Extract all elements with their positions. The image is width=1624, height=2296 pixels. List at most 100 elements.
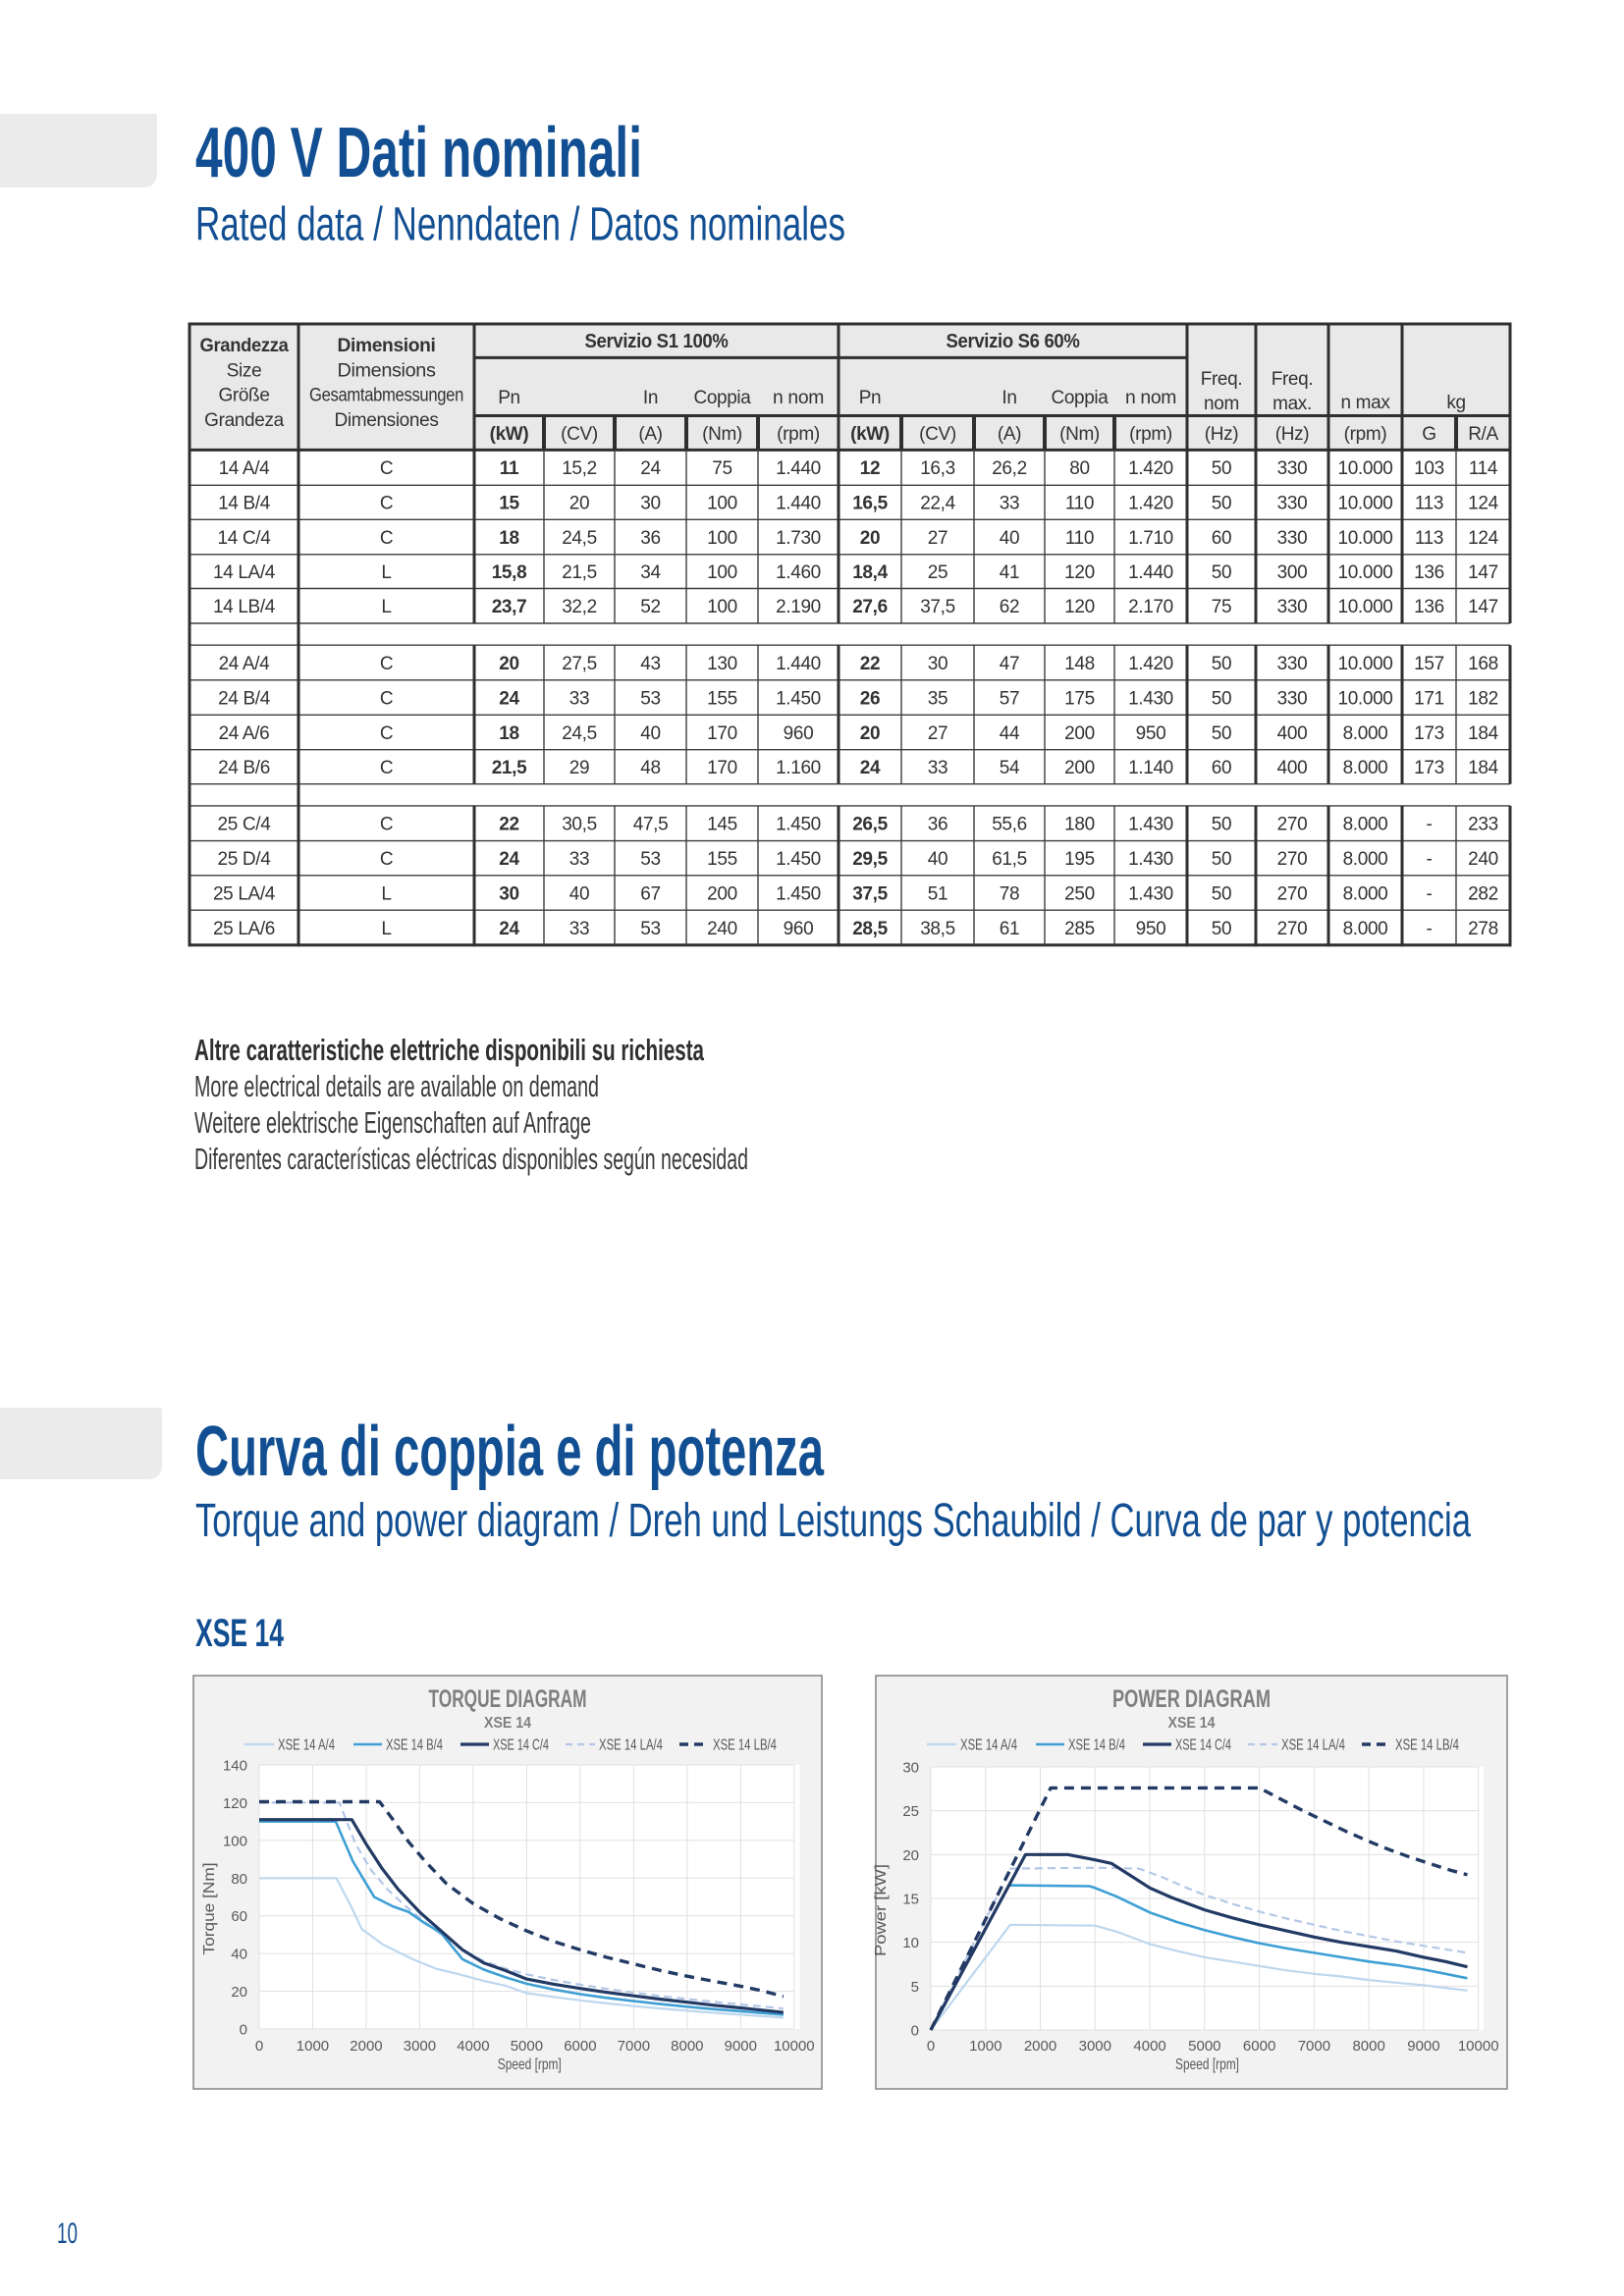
svg-text:50: 50	[1212, 494, 1231, 514]
svg-text:8.000: 8.000	[1343, 815, 1388, 835]
svg-text:330: 330	[1277, 494, 1308, 514]
svg-text:16,5: 16,5	[852, 494, 888, 514]
svg-text:4000: 4000	[457, 2038, 489, 2055]
svg-text:C: C	[380, 815, 393, 835]
svg-text:36: 36	[928, 815, 947, 835]
svg-text:330: 330	[1277, 597, 1308, 617]
svg-text:8.000: 8.000	[1343, 849, 1388, 870]
svg-text:100: 100	[707, 528, 737, 549]
svg-text:26,2: 26,2	[992, 458, 1027, 479]
svg-text:170: 170	[707, 723, 737, 744]
svg-text:2.170: 2.170	[1128, 597, 1173, 617]
svg-text:330: 330	[1277, 458, 1308, 479]
svg-text:20: 20	[569, 494, 589, 514]
svg-text:L: L	[381, 562, 391, 583]
svg-text:G: G	[1422, 424, 1435, 445]
svg-text:27,6: 27,6	[852, 597, 888, 617]
svg-text:(A): (A)	[998, 424, 1021, 445]
svg-text:Servizio S6 60%: Servizio S6 60%	[947, 331, 1081, 352]
svg-text:22,4: 22,4	[920, 494, 955, 514]
svg-text:184: 184	[1468, 723, 1498, 744]
svg-text:175: 175	[1064, 688, 1095, 709]
svg-text:62: 62	[1000, 597, 1019, 617]
svg-text:50: 50	[1212, 654, 1231, 674]
svg-text:195: 195	[1064, 849, 1095, 870]
svg-text:L: L	[381, 883, 391, 904]
svg-text:78: 78	[1000, 883, 1019, 904]
svg-text:33: 33	[928, 758, 947, 778]
svg-text:40: 40	[640, 723, 660, 744]
svg-text:113: 113	[1415, 528, 1443, 549]
svg-text:1.160: 1.160	[776, 758, 821, 778]
svg-text:1.430: 1.430	[1128, 849, 1173, 870]
svg-text:(Nm): (Nm)	[1059, 424, 1100, 445]
svg-text:100: 100	[223, 1833, 247, 1849]
svg-text:8000: 8000	[1352, 2038, 1384, 2055]
svg-text:Pn: Pn	[498, 388, 520, 408]
svg-text:(kW): (kW)	[850, 424, 890, 445]
svg-text:33: 33	[1000, 494, 1019, 514]
svg-text:147: 147	[1468, 562, 1498, 583]
svg-text:Altre caratteristiche elettric: Altre caratteristiche elettriche disponi…	[194, 1033, 704, 1067]
svg-text:5000: 5000	[1188, 2038, 1220, 2055]
svg-text:Servizio S1 100%: Servizio S1 100%	[585, 331, 730, 352]
svg-text:Torque [Nm]: Torque [Nm]	[201, 1863, 218, 1955]
svg-text:4000: 4000	[1133, 2038, 1165, 2055]
svg-text:27: 27	[928, 528, 947, 549]
svg-text:2000: 2000	[1024, 2038, 1056, 2055]
svg-text:48: 48	[640, 758, 660, 778]
svg-text:26: 26	[860, 688, 880, 709]
svg-text:170: 170	[707, 758, 737, 778]
svg-text:1.420: 1.420	[1128, 654, 1173, 674]
svg-text:(rpm): (rpm)	[1129, 424, 1172, 445]
svg-text:C: C	[380, 849, 393, 870]
svg-text:80: 80	[1069, 458, 1089, 479]
svg-text:147: 147	[1468, 597, 1498, 617]
svg-text:400 V Dati nominali: 400 V Dati nominali	[195, 114, 642, 192]
svg-text:1.730: 1.730	[776, 528, 821, 549]
svg-text:XSE 14 A/4: XSE 14 A/4	[278, 1737, 335, 1754]
svg-text:24 B/6: 24 B/6	[218, 758, 270, 778]
svg-text:2.190: 2.190	[776, 597, 821, 617]
svg-text:(CV): (CV)	[919, 424, 956, 445]
svg-text:22: 22	[499, 815, 518, 835]
svg-text:182: 182	[1468, 688, 1498, 709]
svg-text:kg: kg	[1446, 393, 1465, 413]
svg-text:XSE 14 B/4: XSE 14 B/4	[386, 1737, 443, 1754]
svg-text:61: 61	[1000, 919, 1019, 939]
svg-text:18: 18	[499, 528, 518, 549]
svg-text:960: 960	[784, 723, 814, 744]
svg-text:184: 184	[1468, 758, 1498, 778]
svg-text:XSE 14 C/4: XSE 14 C/4	[1175, 1737, 1231, 1754]
svg-text:1.450: 1.450	[776, 883, 821, 904]
svg-text:20: 20	[902, 1847, 919, 1864]
svg-text:270: 270	[1277, 883, 1308, 904]
svg-text:32,2: 32,2	[562, 597, 597, 617]
svg-text:41: 41	[1000, 562, 1019, 583]
svg-text:136: 136	[1414, 562, 1444, 583]
svg-text:53: 53	[640, 688, 660, 709]
svg-text:9000: 9000	[725, 2038, 757, 2055]
svg-text:1.450: 1.450	[776, 849, 821, 870]
svg-text:Dimensioni: Dimensioni	[338, 336, 436, 356]
svg-text:More electrical details are av: More electrical details are available on…	[194, 1069, 599, 1103]
svg-text:124: 124	[1468, 528, 1498, 549]
svg-text:10: 10	[57, 2217, 78, 2250]
svg-text:26,5: 26,5	[852, 815, 888, 835]
svg-text:53: 53	[640, 849, 660, 870]
svg-text:270: 270	[1277, 919, 1308, 939]
svg-text:168: 168	[1468, 654, 1498, 674]
svg-text:XSE 14 LA/4: XSE 14 LA/4	[599, 1737, 663, 1754]
svg-text:155: 155	[707, 849, 737, 870]
svg-text:50: 50	[1212, 723, 1231, 744]
svg-text:20: 20	[231, 1984, 247, 2001]
svg-text:10.000: 10.000	[1337, 458, 1392, 479]
svg-text:950: 950	[1136, 723, 1166, 744]
svg-text:30: 30	[928, 654, 947, 674]
svg-text:1.430: 1.430	[1128, 883, 1173, 904]
svg-text:Gesamtabmessungen: Gesamtabmessungen	[309, 386, 463, 406]
svg-text:0: 0	[255, 2038, 263, 2055]
svg-text:Pn: Pn	[859, 388, 882, 408]
svg-text:(CV): (CV)	[561, 424, 598, 445]
svg-text:XSE 14 LA/4: XSE 14 LA/4	[1281, 1737, 1345, 1754]
